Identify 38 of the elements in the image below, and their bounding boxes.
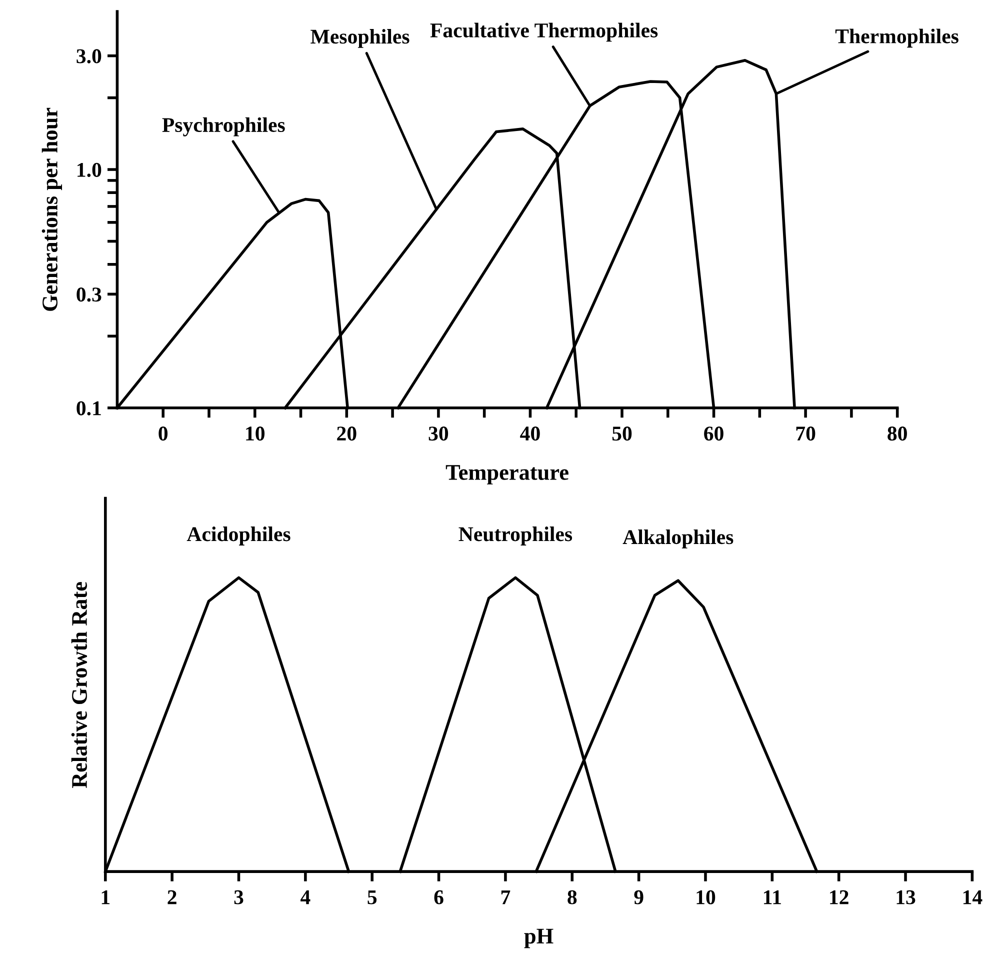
x-tick-label: 12 [830,890,848,904]
x-tick-label: 10 [246,426,265,441]
x-tick-label: 3 [234,890,244,904]
y-axis-title: Relative Growth Rate [71,582,87,788]
x-tick-label: 6 [434,890,444,904]
x-tick-label: 0 [158,426,168,441]
y-axis-title: Generations per hour [42,108,62,311]
y-tick-label: 0.1 [76,401,101,416]
text: Thermophiles [835,28,958,48]
series-label: Facultative Thermophiles [430,22,658,42]
x-tick-label: 10 [696,890,716,904]
x-tick-label: 11 [764,890,781,904]
x-tick-label: 4 [300,890,310,904]
y-tick-label: 1.0 [78,162,102,178]
x-tick-label: 8 [568,890,577,904]
y-tick-label: 0.3 [76,288,102,302]
x-tick-label: 20 [337,426,356,441]
x-tick-label: 1 [102,890,110,904]
y-tick-label: 3.0 [76,49,102,64]
x-tick-label: 50 [612,426,632,441]
x-tick-label: 9 [634,890,644,904]
x-tick-label: 30 [428,426,448,441]
x-tick-label: 60 [704,426,724,441]
series-label: Neutrophiles [458,526,572,546]
x-tick-label: 14 [963,890,982,904]
series-label: Alkalophiles [622,529,734,548]
x-tick-label: 40 [520,426,540,441]
x-tick-label: 70 [796,426,816,441]
x-tick-label: 5 [368,890,377,904]
x-axis-title: pH [524,928,554,948]
x-tick-label: 80 [888,426,907,441]
text: Mesophiles [310,29,410,48]
x-tick-label: 7 [501,890,510,904]
x-tick-label: 13 [896,890,916,904]
x-tick-label: 2 [168,890,176,904]
text: Psychrophiles [162,117,285,136]
x-axis-title: Temperature [446,465,568,484]
series-label: Acidophiles [186,526,290,546]
